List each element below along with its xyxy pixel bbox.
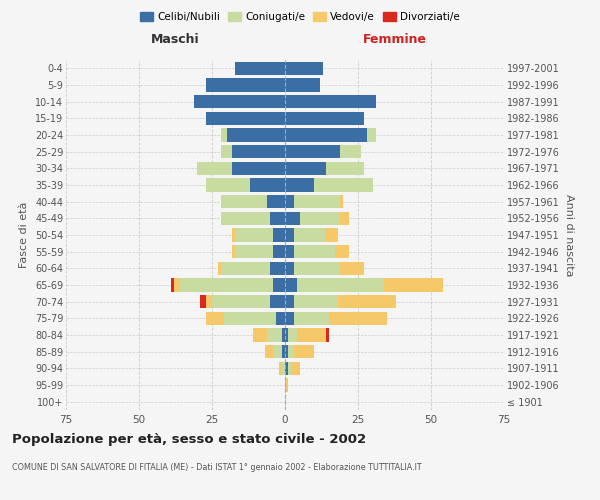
Bar [232, 228, 235, 241]
Bar [326, 328, 329, 342]
Bar [285, 278, 296, 291]
Bar [194, 95, 285, 108]
Bar [285, 312, 294, 325]
Bar [285, 128, 367, 141]
Bar [285, 262, 294, 275]
Bar [285, 212, 299, 225]
Bar [294, 345, 314, 358]
Text: Popolazione per età, sesso e stato civile - 2002: Popolazione per età, sesso e stato civil… [12, 432, 366, 446]
Bar [367, 128, 376, 141]
Bar [384, 278, 443, 291]
Bar [180, 278, 274, 291]
Bar [224, 312, 276, 325]
Bar [271, 295, 285, 308]
Bar [279, 362, 282, 375]
Bar [206, 112, 285, 125]
Bar [285, 345, 288, 358]
Bar [326, 162, 364, 175]
Bar [340, 262, 364, 275]
Bar [291, 362, 299, 375]
Bar [265, 345, 274, 358]
Bar [285, 378, 288, 392]
Bar [268, 195, 285, 208]
Bar [235, 245, 274, 258]
Bar [235, 228, 274, 241]
Bar [285, 228, 294, 241]
Bar [288, 362, 291, 375]
Bar [314, 178, 373, 192]
Bar [197, 162, 232, 175]
Bar [282, 362, 285, 375]
Bar [232, 245, 235, 258]
Bar [294, 245, 335, 258]
Bar [276, 312, 285, 325]
Bar [221, 145, 232, 158]
Bar [285, 145, 340, 158]
Bar [253, 328, 268, 342]
Bar [282, 328, 285, 342]
Bar [274, 345, 282, 358]
Bar [285, 328, 288, 342]
Bar [285, 62, 323, 75]
Bar [232, 162, 285, 175]
Bar [268, 328, 282, 342]
Bar [206, 178, 250, 192]
Bar [282, 345, 285, 358]
Bar [274, 245, 285, 258]
Bar [221, 128, 227, 141]
Bar [285, 178, 314, 192]
Bar [340, 212, 349, 225]
Bar [294, 295, 338, 308]
Bar [221, 195, 268, 208]
Bar [285, 195, 294, 208]
Bar [206, 295, 212, 308]
Bar [326, 228, 338, 241]
Bar [335, 245, 349, 258]
Bar [271, 212, 285, 225]
Bar [294, 312, 329, 325]
Bar [285, 112, 364, 125]
Bar [250, 178, 285, 192]
Bar [285, 362, 288, 375]
Bar [271, 262, 285, 275]
Bar [294, 262, 340, 275]
Bar [274, 278, 285, 291]
Bar [296, 278, 384, 291]
Y-axis label: Anni di nascita: Anni di nascita [563, 194, 574, 276]
Bar [338, 295, 396, 308]
Bar [294, 228, 326, 241]
Bar [294, 195, 340, 208]
Bar [200, 295, 206, 308]
Bar [174, 278, 180, 291]
Bar [221, 262, 271, 275]
Bar [288, 328, 296, 342]
Bar [285, 162, 326, 175]
Bar [235, 62, 285, 75]
Text: COMUNE DI SAN SALVATORE DI FITALIA (ME) - Dati ISTAT 1° gennaio 2002 - Elaborazi: COMUNE DI SAN SALVATORE DI FITALIA (ME) … [12, 462, 422, 471]
Bar [288, 345, 294, 358]
Bar [285, 295, 294, 308]
Bar [329, 312, 387, 325]
Bar [218, 262, 221, 275]
Bar [232, 145, 285, 158]
Bar [296, 328, 326, 342]
Bar [285, 78, 320, 92]
Bar [340, 195, 343, 208]
Bar [171, 278, 174, 291]
Text: Femmine: Femmine [362, 33, 427, 46]
Bar [285, 95, 376, 108]
Legend: Celibi/Nubili, Coniugati/e, Vedovi/e, Divorziati/e: Celibi/Nubili, Coniugati/e, Vedovi/e, Di… [136, 8, 464, 26]
Y-axis label: Fasce di età: Fasce di età [19, 202, 29, 268]
Bar [206, 78, 285, 92]
Bar [221, 212, 271, 225]
Bar [285, 245, 294, 258]
Bar [212, 295, 271, 308]
Bar [299, 212, 340, 225]
Text: Maschi: Maschi [151, 33, 200, 46]
Bar [340, 145, 361, 158]
Bar [274, 228, 285, 241]
Bar [206, 312, 224, 325]
Bar [227, 128, 285, 141]
